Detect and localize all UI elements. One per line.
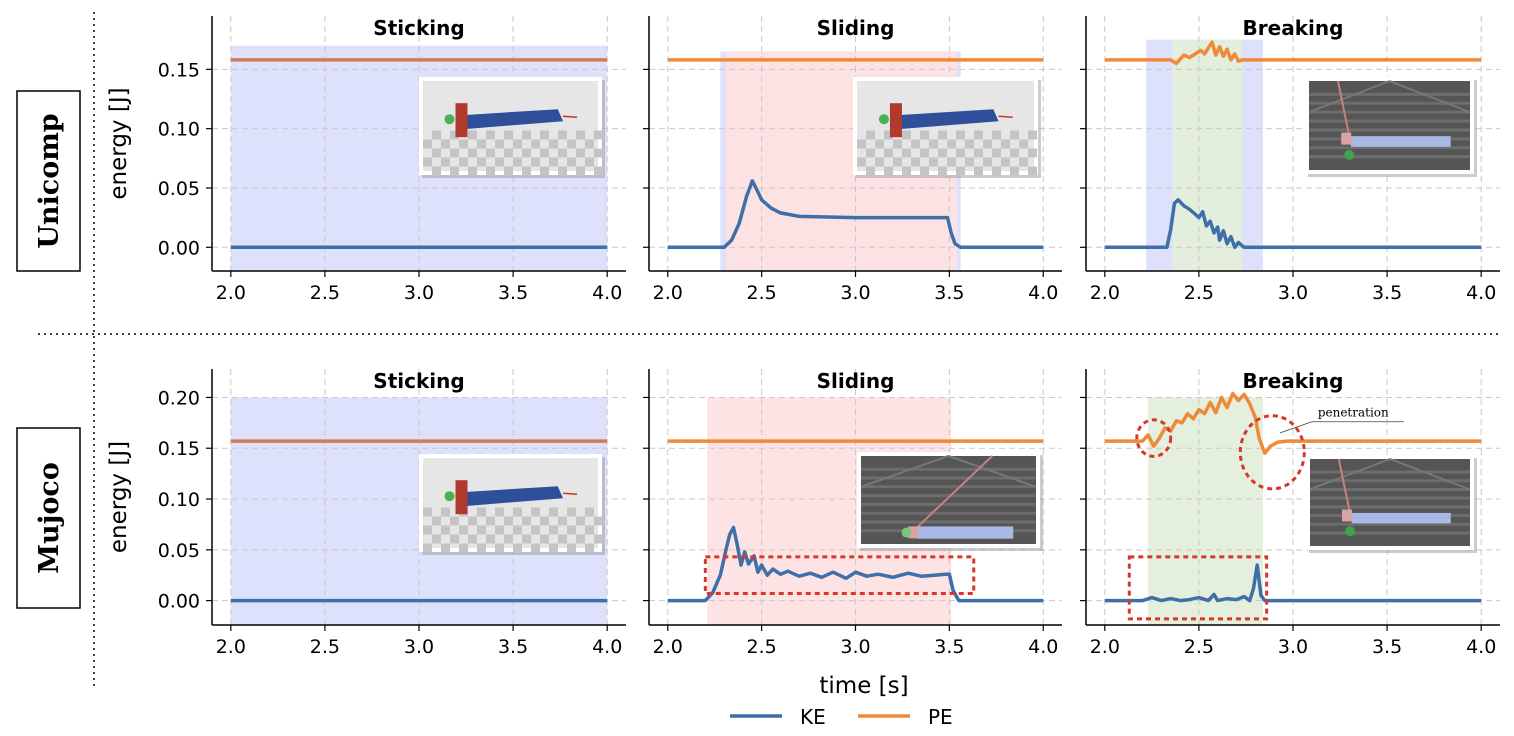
scene-thumbnail-1: [853, 77, 1041, 178]
x-tick-label: 3.5: [1372, 282, 1402, 304]
panel-title: Sliding: [817, 369, 895, 393]
x-tick-label: 4.0: [1028, 282, 1058, 304]
scene-thumbnail-3: [419, 454, 605, 555]
y-tick-label: 0.20: [158, 387, 200, 409]
panel-mujoco-sticking: 2.0 2.5 3.0 3.5 4.0 0.00 0.05 0.10 0.15 0.20 energ…: [106, 369, 626, 658]
x-tick-label: 2.0: [216, 282, 246, 304]
y-tick-label: 0.00: [158, 237, 200, 259]
x-tick-label: 2.5: [747, 282, 777, 304]
row-label-unicomp-text: Unicomp: [34, 113, 65, 248]
panel-title: Sliding: [817, 16, 895, 40]
x-tick-label: 3.5: [1372, 636, 1402, 658]
series-pe-line: [1104, 391, 1482, 456]
x-tick-label: 2.5: [747, 636, 777, 658]
legend: KE PE: [730, 705, 953, 729]
x-tick-label: 4.0: [1466, 636, 1496, 658]
region-breaking: [1172, 39, 1243, 271]
y-axis-label: energy [J]: [106, 441, 132, 553]
scene-thumbnail-0: [419, 77, 605, 178]
panel-title: Breaking: [1243, 16, 1344, 40]
annotation-penetration: penetration: [1318, 406, 1389, 420]
x-tick-label: 3.5: [498, 636, 528, 658]
series-ke-line: [667, 179, 1044, 250]
y-tick-label: 0.00: [158, 591, 200, 613]
panel-title: Sticking: [373, 16, 464, 40]
panel-title: Breaking: [1243, 369, 1344, 393]
x-tick-label: 3.0: [404, 282, 434, 304]
y-tick-label: 0.15: [158, 59, 200, 81]
legend-ke-label: KE: [800, 705, 826, 729]
x-tick-label: 2.5: [1184, 636, 1214, 658]
panel-title: Sticking: [373, 369, 464, 393]
x-tick-label: 2.0: [653, 282, 683, 304]
highlight-circle: [1135, 418, 1173, 458]
x-tick-label: 3.5: [498, 282, 528, 304]
series-pe-line: [1104, 40, 1482, 66]
x-tick-label: 4.0: [592, 282, 622, 304]
panels: 2.0 2.5 3.0 3.5 4.0 0.00 0.05 0.10 0.15 energy [J…: [106, 16, 1500, 658]
scene-thumbnail-2: [1305, 77, 1477, 177]
panel-mujoco-sliding: 2.0 2.5 3.0 3.5 4.0 Sliding: [643, 369, 1062, 658]
x-tick-label: 4.0: [1466, 282, 1496, 304]
scene-thumbnail-4: [857, 452, 1043, 551]
row-label-mujoco: Mujoco: [16, 427, 81, 609]
x-tick-label: 2.5: [1184, 282, 1214, 304]
x-tick-label: 4.0: [592, 636, 622, 658]
x-tick-label: 2.0: [1090, 636, 1120, 658]
row-label-mujoco-text: Mujoco: [34, 462, 65, 574]
x-tick-label: 3.0: [840, 282, 870, 304]
x-tick-label: 4.0: [1028, 636, 1058, 658]
highlight-circle: [1238, 414, 1306, 491]
y-tick-label: 0.15: [158, 438, 200, 460]
y-tick-label: 0.05: [158, 178, 200, 200]
panel-mujoco-breaking: penetration 2.0 2.5 3.0 3.5 4.0 Breaking: [1080, 369, 1500, 658]
y-tick-label: 0.05: [158, 540, 200, 562]
scene-thumbnail-5: [1306, 455, 1477, 553]
row-label-unicomp: Unicomp: [16, 90, 81, 272]
x-axis-label: time [s]: [819, 673, 908, 699]
x-tick-label: 3.0: [1278, 636, 1308, 658]
x-tick-label: 2.0: [216, 636, 246, 658]
region-breaking: [1148, 397, 1263, 625]
panel-unicomp-sliding: 2.0 2.5 3.0 3.5 4.0 Sliding: [643, 16, 1062, 304]
y-tick-label: 0.10: [158, 489, 200, 511]
x-tick-label: 2.0: [653, 636, 683, 658]
series-ke-line: [1104, 563, 1482, 603]
x-tick-label: 3.0: [404, 636, 434, 658]
x-tick-label: 2.0: [1090, 282, 1120, 304]
x-tick-label: 3.5: [934, 636, 964, 658]
y-tick-label: 0.10: [158, 119, 200, 141]
panel-unicomp-sticking: 2.0 2.5 3.0 3.5 4.0 0.00 0.05 0.10 0.15 energy [J…: [106, 16, 626, 304]
legend-pe-label: PE: [928, 705, 953, 729]
series-ke-line: [667, 525, 1044, 603]
x-tick-label: 2.5: [310, 636, 340, 658]
x-tick-label: 3.0: [1278, 282, 1308, 304]
annotation-leader: [1279, 421, 1312, 434]
x-tick-label: 2.5: [310, 282, 340, 304]
x-tick-label: 3.5: [934, 282, 964, 304]
x-tick-label: 3.0: [840, 636, 870, 658]
y-axis-label: energy [J]: [106, 87, 132, 199]
panel-unicomp-breaking: 2.0 2.5 3.0 3.5 4.0 Breaking: [1080, 16, 1500, 304]
series-ke-line: [1104, 198, 1482, 250]
